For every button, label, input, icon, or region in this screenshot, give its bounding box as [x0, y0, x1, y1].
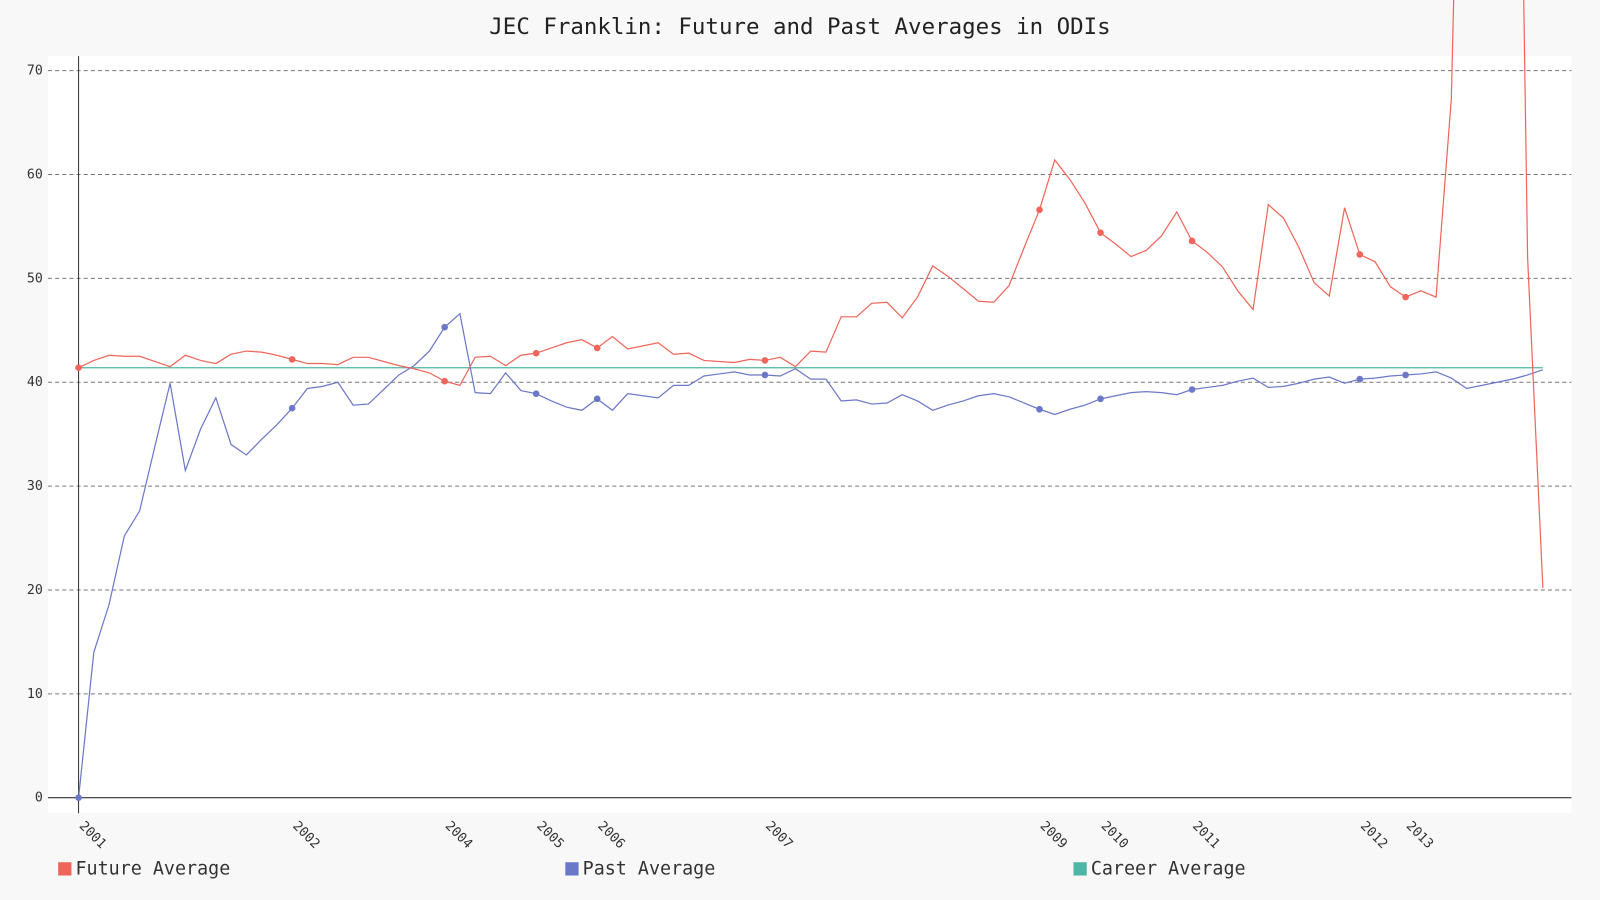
x-tick: 2013 [1403, 819, 1436, 852]
point [761, 357, 769, 364]
point [1188, 386, 1196, 393]
x-tick: 2006 [594, 819, 627, 852]
point [1097, 229, 1104, 237]
point [288, 356, 296, 363]
point [1097, 395, 1104, 403]
x-tick: 2001 [76, 819, 109, 852]
line-series [78, 0, 1544, 588]
x-tick-label: 2010 [1098, 819, 1131, 852]
point [1402, 293, 1409, 301]
x-tick: 2009 [1037, 819, 1070, 852]
chart-title: JEC Franklin: Future and Past Averages i… [489, 14, 1110, 40]
legend-item: Future Average [58, 858, 230, 879]
point [75, 794, 82, 802]
y-tick-label: 20 [27, 583, 43, 598]
x-tick-label: 2009 [1037, 819, 1070, 852]
x-tick-label: 2011 [1189, 819, 1222, 852]
x-tick-label: 2006 [594, 819, 627, 852]
point [1356, 375, 1364, 383]
plot-area [47, 56, 1572, 814]
point [288, 404, 296, 412]
point [1036, 206, 1043, 214]
point [593, 395, 601, 403]
point [532, 390, 540, 397]
point [1036, 405, 1043, 413]
legend-label: Past Average [583, 858, 716, 879]
point [441, 323, 448, 331]
legend-swatch [1073, 862, 1087, 876]
y-tick-label: 60 [27, 168, 43, 183]
line-series [77, 312, 1544, 798]
x-tick-label: 2005 [533, 819, 566, 852]
legend-swatch [565, 862, 579, 876]
x-tick-label: 2012 [1357, 819, 1390, 852]
x-tick: 2007 [762, 819, 795, 852]
x-tick-label: 2007 [762, 819, 795, 852]
legend-item: Career Average [1073, 858, 1246, 879]
point [593, 344, 601, 352]
legend-label: Future Average [76, 858, 231, 879]
point [761, 371, 769, 379]
x-tick-label: 2004 [442, 819, 475, 852]
y-tick-label: 40 [27, 375, 43, 390]
point [441, 377, 448, 385]
y-tick-label: 0 [35, 791, 43, 806]
x-tick: 2005 [533, 819, 566, 852]
legend-label: Career Average [1091, 858, 1246, 879]
x-tick: 2004 [442, 819, 475, 852]
legend-swatch [58, 862, 72, 876]
point [1188, 237, 1196, 245]
x-tick-label: 2002 [289, 819, 322, 852]
y-tick-label: 10 [27, 687, 43, 702]
point [532, 349, 540, 357]
point [1356, 251, 1364, 258]
point [1402, 371, 1409, 379]
x-tick-label: 2013 [1403, 819, 1436, 852]
y-tick-label: 30 [27, 479, 43, 494]
x-tick: 2011 [1189, 819, 1222, 852]
legend-item: Past Average [565, 858, 715, 879]
y-tick-label: 70 [27, 64, 43, 79]
x-tick: 2010 [1098, 819, 1131, 852]
x-tick-label: 2001 [76, 819, 109, 852]
point [75, 364, 82, 372]
x-tick: 2002 [289, 819, 322, 852]
y-tick-label: 50 [27, 271, 43, 286]
x-tick: 2012 [1357, 819, 1390, 852]
